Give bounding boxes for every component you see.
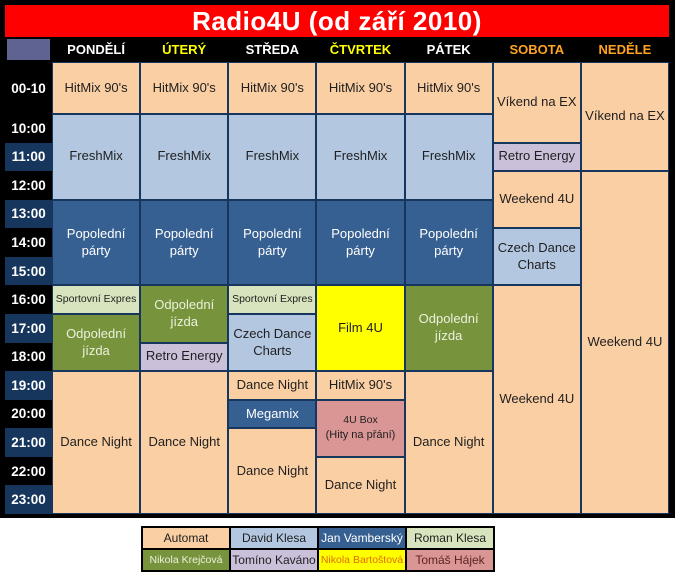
schedule-cell: HitMix 90's	[52, 62, 141, 114]
page-title: Radio4U (od září 2010)	[192, 5, 482, 36]
schedule-cell: Megamix	[228, 399, 317, 429]
legend-item: Jan Vamberský	[318, 527, 406, 549]
schedule-grid: PONDĚLÍ ÚTERÝ STŘEDA ČTVRTEK PÁTEK SOBOTA NEDĚ…	[5, 37, 669, 514]
day-header: STŘEDA	[228, 37, 317, 62]
schedule-cell: Retro Energy	[140, 342, 229, 372]
legend-item: Nikola Krejčová	[142, 549, 230, 571]
schedule-cell: Czech Dance Charts	[228, 313, 317, 372]
schedule-cell: Dance Night	[316, 456, 405, 514]
legend-item: Roman Klesa	[406, 527, 494, 549]
time-label: 13:00	[5, 199, 52, 229]
day-header: PONDĚLÍ	[52, 37, 141, 62]
schedule-cell: Weekend 4U	[580, 171, 669, 514]
legend-item: Nikola Bartoštová	[318, 549, 406, 571]
schedule-cell: Popolední párty	[404, 199, 493, 286]
schedule-cell: Sportovní Expres	[52, 285, 141, 314]
schedule-cell: HitMix 90's	[316, 62, 405, 114]
time-label: 10:00	[5, 114, 52, 143]
schedule-cell: FreshMix	[404, 114, 493, 200]
legend-item: David Klesa	[230, 527, 318, 549]
schedule-cell: Popolední párty	[316, 199, 405, 286]
day-header: SOBOTA	[492, 37, 581, 62]
schedule-cell: Odpolední jízda	[140, 285, 229, 343]
schedule-cell: FreshMix	[228, 114, 317, 200]
day-header: PÁTEK	[404, 37, 493, 62]
legend: Automat David Klesa Jan Vamberský Roman Kle…	[141, 526, 495, 572]
schedule-cell: Film 4U	[316, 285, 405, 372]
time-label: 14:00	[5, 228, 52, 257]
schedule-cell: Weekend 4U	[492, 171, 581, 229]
day-header: ÚTERÝ	[140, 37, 229, 62]
time-label: 19:00	[5, 371, 52, 400]
time-label: 21:00	[5, 428, 52, 457]
schedule-cell: Sportovní Expres	[228, 285, 317, 314]
schedule-cell: 4U Box (Hity na přání)	[316, 399, 405, 457]
schedule-cell: Dance Night	[140, 371, 229, 514]
corner-cell	[5, 37, 52, 62]
schedule-cell: Víkend na EX	[580, 62, 669, 172]
schedule-cell: FreshMix	[316, 114, 405, 200]
day-header: ČTVRTEK	[316, 37, 405, 62]
schedule-cell: Dance Night	[404, 371, 493, 514]
schedule-cell: HitMix 90's	[140, 62, 229, 114]
time-label: 18:00	[5, 342, 52, 372]
time-label: 15:00	[5, 256, 52, 286]
time-label: 11:00	[5, 142, 52, 172]
schedule-cell: HitMix 90's	[316, 371, 405, 400]
schedule-cell: Popolední párty	[228, 199, 317, 286]
time-label: 22:00	[5, 456, 52, 486]
schedule-cell: Weekend 4U	[492, 285, 581, 514]
day-header: NEDĚLE	[580, 37, 669, 62]
legend-item: Tomíno Kaváno	[230, 549, 318, 571]
time-label: 12:00	[5, 171, 52, 200]
schedule-cell: Dance Night	[52, 371, 141, 514]
schedule-board: Radio4U (od září 2010) PONDĚLÍ ÚTERÝ STŘED…	[0, 0, 675, 518]
schedule-cell: Odpolední jízda	[404, 285, 493, 372]
schedule-cell: HitMix 90's	[404, 62, 493, 114]
time-label: 23:00	[5, 485, 52, 514]
legend-item: Tomáš Hájek	[406, 549, 494, 571]
schedule-cell: Dance Night	[228, 371, 317, 400]
schedule-cell: Retro Energy	[492, 142, 581, 172]
schedule-cell: Popolední párty	[52, 199, 141, 286]
schedule-cell: FreshMix	[52, 114, 141, 200]
schedule-cell: HitMix 90's	[228, 62, 317, 114]
title-bar: Radio4U (od září 2010)	[5, 5, 669, 37]
schedule-cell: Dance Night	[228, 428, 317, 514]
time-label: 00-10	[5, 62, 52, 114]
time-label: 20:00	[5, 399, 52, 429]
schedule-cell: FreshMix	[140, 114, 229, 200]
schedule-cell: Víkend na EX	[492, 62, 581, 143]
schedule-cell: Popolední párty	[140, 199, 229, 286]
time-label: 17:00	[5, 313, 52, 343]
time-label: 16:00	[5, 285, 52, 314]
legend-item: Automat	[142, 527, 230, 549]
schedule-cell: Czech Dance Charts	[492, 228, 581, 286]
schedule-cell: Odpolední jízda	[52, 313, 141, 372]
